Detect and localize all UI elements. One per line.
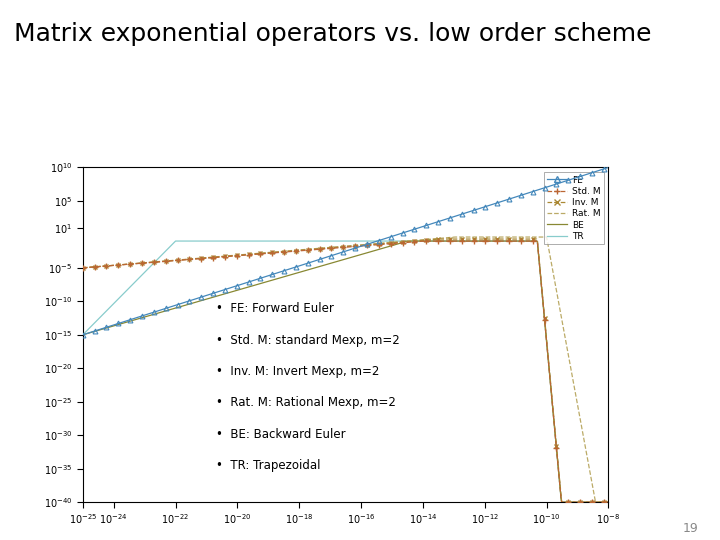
Text: 19: 19 xyxy=(683,522,698,535)
Legend: FE, Std. M, Inv. M, Rat. M, BE, TR: FE, Std. M, Inv. M, Rat. M, BE, TR xyxy=(544,172,604,245)
Text: •  TR: Trapezoidal: • TR: Trapezoidal xyxy=(216,459,320,472)
Text: •  BE: Backward Euler: • BE: Backward Euler xyxy=(216,428,346,441)
Text: •  Rat. M: Rational Mexp, m=2: • Rat. M: Rational Mexp, m=2 xyxy=(216,396,396,409)
Text: •  Inv. M: Invert Mexp, m=2: • Inv. M: Invert Mexp, m=2 xyxy=(216,365,379,378)
Text: Matrix exponential operators vs. low order scheme: Matrix exponential operators vs. low ord… xyxy=(14,22,652,45)
Text: •  Std. M: standard Mexp, m=2: • Std. M: standard Mexp, m=2 xyxy=(216,334,400,347)
Text: •  FE: Forward Euler: • FE: Forward Euler xyxy=(216,302,334,315)
